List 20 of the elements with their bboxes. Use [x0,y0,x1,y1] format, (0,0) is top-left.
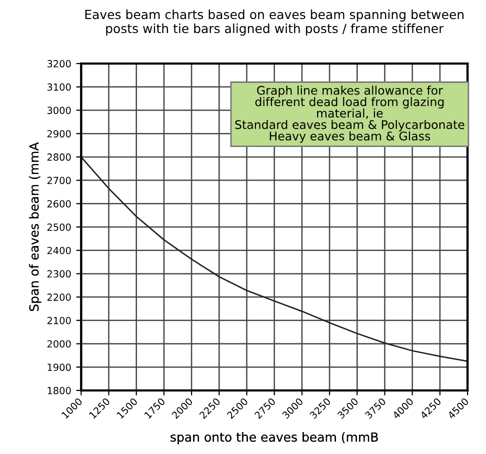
y-tick-label: 3200 [47,60,71,68]
y-tick-label: 2500 [47,223,71,231]
line-series [81,156,468,362]
y-tick-label: 2400 [47,246,71,254]
y-tick-label: 3000 [47,106,71,114]
y-tick-label: 2700 [47,176,71,184]
chart-title: Eaves beam charts based on eaves beam spanning between posts with tie bars aligned with posts / frame stiffener [85,10,464,36]
y-tick-label: 2100 [47,316,71,324]
annotation: Graph line makes allowance for different dead load from glazing material, ie Standard eaves beam & Polycarbonate Heavy eaves beam & Glass [235,86,464,143]
y-tick-label: 3100 [47,83,71,91]
x-axis-title: span onto the eaves beam (mmB [170,432,378,444]
y-tick-label: 2200 [47,294,71,301]
y-tick-label: 2000 [47,340,71,348]
y-tick-label: 1800 [48,386,71,394]
y-tick-label: 1900 [48,364,71,371]
y-tick-label: 2800 [47,153,71,161]
y-tick-label: 2300 [47,270,71,278]
y-tick-label: 2600 [47,200,71,208]
y-tick-label: 2900 [47,130,71,138]
y-axis-title: Span of eaves beam (mmA [29,142,42,311]
